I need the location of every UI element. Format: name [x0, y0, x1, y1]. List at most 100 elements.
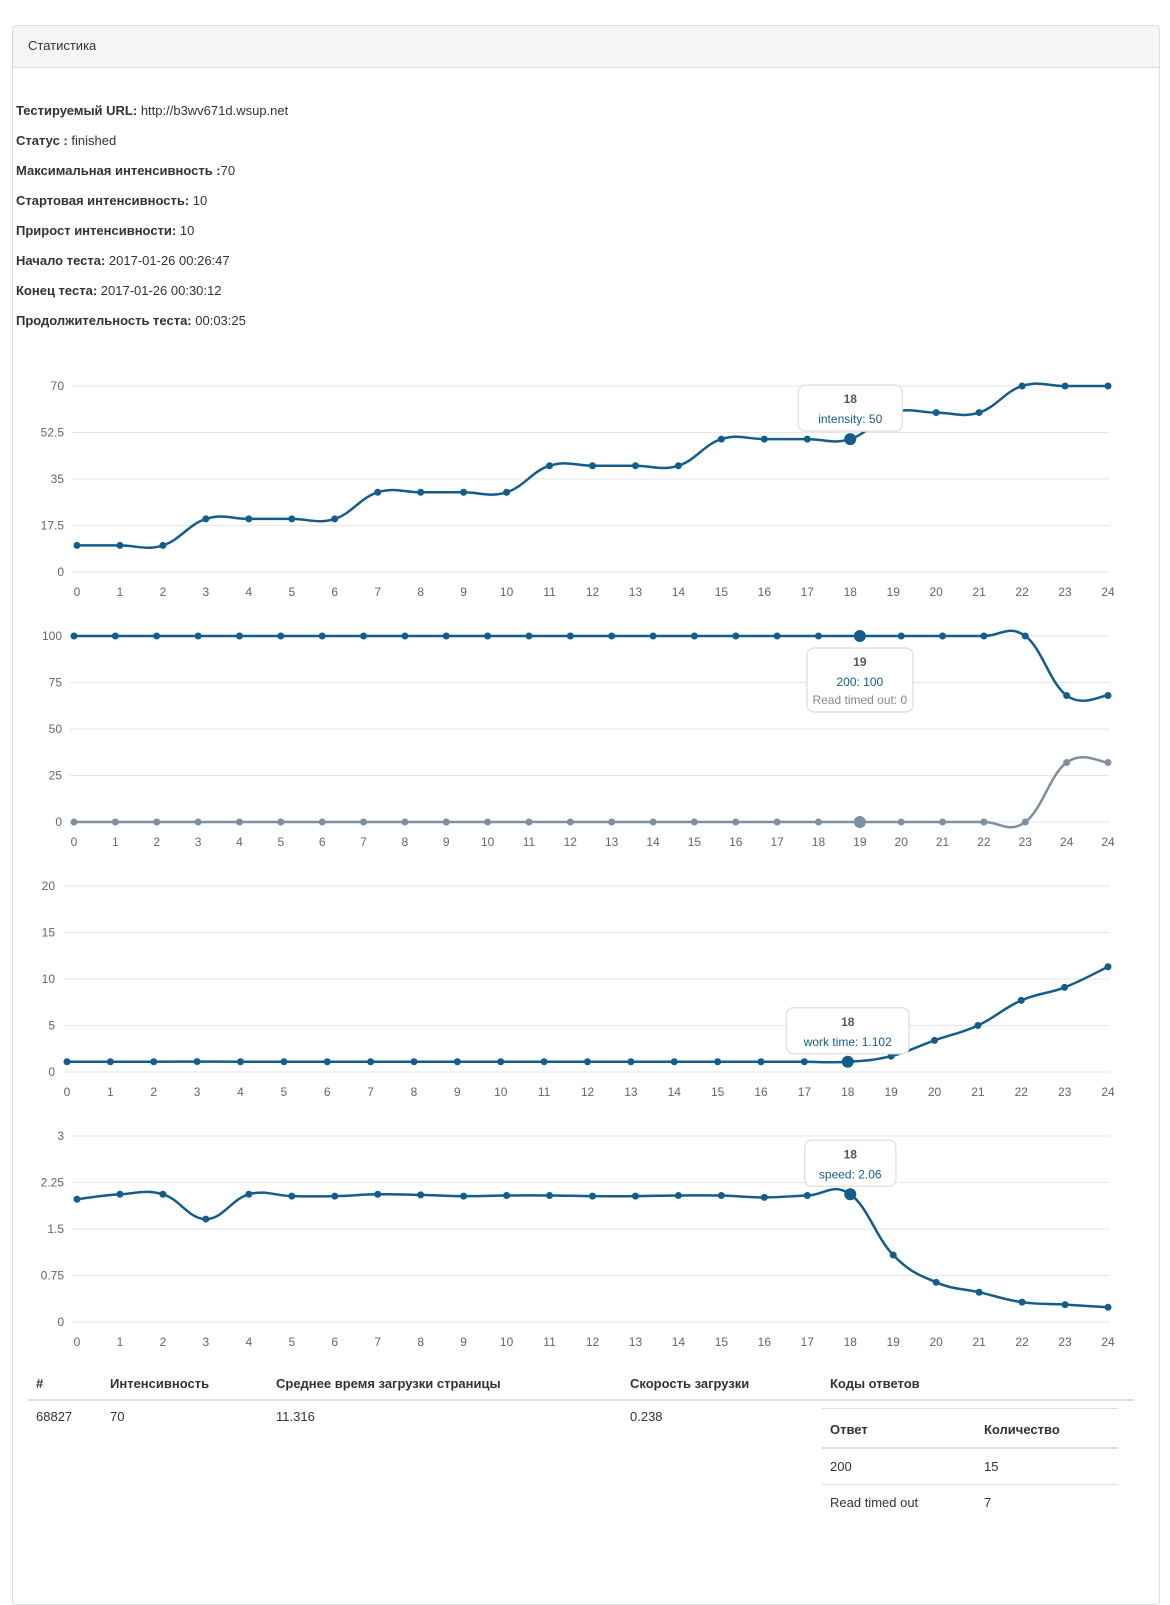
data-point[interactable]	[757, 1058, 765, 1066]
data-point[interactable]	[237, 1058, 244, 1066]
data-point[interactable]	[608, 632, 616, 640]
data-point[interactable]	[280, 1058, 288, 1066]
data-point[interactable]	[803, 435, 811, 443]
data-point[interactable]	[1061, 983, 1069, 991]
data-point[interactable]	[235, 632, 243, 640]
data-point[interactable]	[70, 818, 78, 826]
data-point[interactable]	[760, 1193, 768, 1201]
data-point[interactable]	[546, 1192, 554, 1200]
data-point[interactable]	[841, 1055, 854, 1068]
data-point[interactable]	[889, 1251, 897, 1259]
data-point[interactable]	[627, 1058, 635, 1066]
data-point[interactable]	[323, 1058, 331, 1066]
data-point[interactable]	[773, 818, 781, 826]
data-point[interactable]	[674, 1192, 682, 1200]
data-point[interactable]	[974, 1022, 982, 1029]
data-point[interactable]	[717, 1192, 725, 1200]
data-point[interactable]	[853, 816, 866, 828]
data-point[interactable]	[1063, 692, 1071, 700]
data-point[interactable]	[980, 818, 988, 826]
data-point[interactable]	[932, 1278, 940, 1286]
data-point[interactable]	[714, 1058, 722, 1066]
data-point[interactable]	[159, 1190, 167, 1198]
data-point[interactable]	[525, 818, 533, 826]
data-point[interactable]	[460, 488, 468, 496]
data-point[interactable]	[631, 462, 639, 470]
data-point[interactable]	[442, 818, 450, 826]
data-point[interactable]	[401, 818, 409, 826]
data-point[interactable]	[453, 1058, 461, 1066]
data-point[interactable]	[566, 818, 574, 826]
data-point[interactable]	[417, 1191, 425, 1199]
data-point[interactable]	[760, 435, 768, 443]
data-point[interactable]	[73, 1195, 81, 1203]
data-point[interactable]	[584, 1058, 591, 1066]
data-point[interactable]	[193, 1058, 201, 1066]
data-point[interactable]	[1063, 758, 1071, 766]
data-point[interactable]	[194, 818, 202, 826]
data-point[interactable]	[63, 1058, 71, 1066]
data-point[interactable]	[194, 632, 202, 640]
data-point[interactable]	[374, 1190, 382, 1198]
data-point[interactable]	[497, 1058, 505, 1066]
data-point[interactable]	[931, 1036, 938, 1044]
data-point[interactable]	[153, 818, 161, 826]
data-point[interactable]	[116, 541, 124, 549]
data-point[interactable]	[401, 632, 409, 640]
data-point[interactable]	[897, 632, 905, 640]
data-point[interactable]	[111, 818, 119, 826]
data-point[interactable]	[288, 515, 296, 523]
data-point[interactable]	[1018, 1298, 1026, 1306]
data-point[interactable]	[803, 1192, 811, 1200]
data-point[interactable]	[70, 632, 78, 640]
data-point[interactable]	[442, 632, 450, 640]
data-point[interactable]	[1061, 382, 1069, 390]
data-point[interactable]	[717, 435, 725, 443]
data-point[interactable]	[460, 1192, 468, 1200]
data-point[interactable]	[932, 409, 940, 417]
data-point[interactable]	[1021, 818, 1029, 826]
data-point[interactable]	[649, 818, 657, 826]
data-point[interactable]	[674, 462, 682, 470]
data-point[interactable]	[1021, 632, 1029, 640]
data-point[interactable]	[277, 632, 285, 640]
data-point[interactable]	[975, 1288, 983, 1296]
data-point[interactable]	[980, 632, 988, 640]
data-point[interactable]	[589, 462, 596, 470]
data-point[interactable]	[631, 1192, 639, 1200]
data-point[interactable]	[374, 488, 382, 496]
data-point[interactable]	[649, 632, 657, 640]
data-point[interactable]	[245, 1190, 253, 1198]
data-point[interactable]	[202, 515, 210, 523]
data-point[interactable]	[360, 818, 368, 826]
data-point[interactable]	[116, 1190, 124, 1198]
data-point[interactable]	[150, 1058, 158, 1066]
data-point[interactable]	[484, 632, 492, 640]
data-point[interactable]	[1104, 1303, 1112, 1311]
data-point[interactable]	[288, 1192, 296, 1200]
data-point[interactable]	[1061, 1301, 1069, 1309]
data-point[interactable]	[503, 488, 511, 496]
data-point[interactable]	[277, 818, 285, 826]
data-point[interactable]	[897, 818, 905, 826]
data-point[interactable]	[318, 632, 326, 640]
data-point[interactable]	[800, 1058, 808, 1066]
data-point[interactable]	[1104, 692, 1112, 700]
data-point[interactable]	[939, 632, 947, 640]
data-point[interactable]	[540, 1058, 548, 1066]
data-point[interactable]	[975, 409, 983, 417]
data-point[interactable]	[410, 1058, 418, 1066]
data-point[interactable]	[1018, 382, 1026, 390]
data-point[interactable]	[367, 1058, 375, 1066]
data-point[interactable]	[844, 433, 857, 446]
data-point[interactable]	[814, 818, 822, 826]
data-point[interactable]	[111, 632, 119, 640]
data-point[interactable]	[331, 515, 339, 523]
data-point[interactable]	[732, 632, 740, 640]
data-point[interactable]	[690, 818, 698, 826]
data-point[interactable]	[106, 1058, 114, 1066]
data-point[interactable]	[566, 632, 574, 640]
